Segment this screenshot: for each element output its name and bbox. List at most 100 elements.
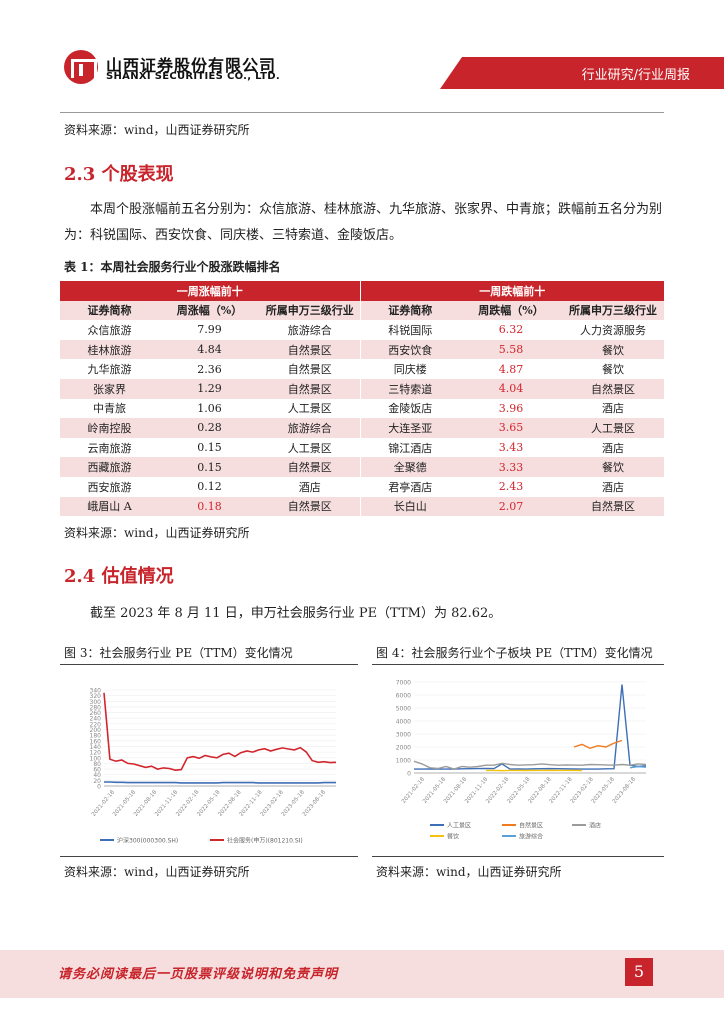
y-tick-label: 60: [93, 767, 101, 774]
table-cell: 长白山: [359, 496, 460, 517]
table-cell: 大连圣亚: [359, 418, 460, 438]
table-cell: 九华旅游: [60, 359, 159, 379]
y-tick-label: 2000: [396, 745, 411, 752]
table-cell: 西安旅游: [60, 476, 159, 497]
table-cell: 餐饮: [562, 359, 664, 379]
table-cell: 酒店: [562, 476, 664, 497]
y-tick-label: 260: [90, 710, 102, 717]
y-tick-label: 7000: [396, 680, 411, 687]
table-row: 九华旅游 2.36 自然景区 同庆楼 4.87 餐饮: [60, 359, 664, 379]
table-cell: 酒店: [260, 476, 360, 497]
y-tick-label: 1000: [396, 758, 411, 765]
figure-3-top-rule: [60, 664, 358, 665]
y-tick-label: 0: [407, 771, 411, 778]
table-row: 张家界 1.29 自然景区 三特索道 4.04 自然景区: [60, 378, 664, 399]
section-2-3-title: 2.3 个股表现: [64, 164, 174, 185]
table-row: 西安旅游 0.12 酒店 君亭酒店 2.43 酒店: [60, 476, 664, 497]
y-tick-label: 160: [90, 738, 102, 745]
table-cell: 张家界: [60, 378, 159, 399]
table-source-note: 资料来源：wind，山西证券研究所: [64, 526, 250, 540]
table-row: 西藏旅游 0.15 自然景区 全聚德 3.33 餐饮: [60, 457, 664, 477]
table-cell: 自然景区: [260, 496, 360, 517]
table-cell: 0.15: [159, 457, 260, 477]
figure-3-source-note: 资料来源：wind，山西证券研究所: [64, 865, 250, 879]
table-cell: 西安饮食: [359, 339, 460, 360]
top-source-note: 资料来源：wind，山西证券研究所: [64, 123, 250, 137]
table-cell: 同庆楼: [359, 359, 460, 379]
table-cell: 1.06: [159, 398, 260, 419]
y-tick-label: 3000: [396, 732, 411, 739]
table-cell: 旅游综合: [260, 418, 360, 438]
table-cell: 三特索道: [359, 378, 460, 399]
y-tick-label: 6000: [396, 693, 411, 700]
series-line: [629, 765, 647, 769]
table-cell: 云南旅游: [60, 437, 159, 458]
table-cell: 君亭酒店: [359, 476, 460, 497]
column-header: 证券简称: [60, 300, 159, 321]
table-cell: 餐饮: [562, 339, 664, 360]
group-header-up: 一周涨幅前十: [60, 281, 360, 301]
table-1-title: 表 1：本周社会服务行业个股涨跌幅排名: [64, 260, 281, 274]
legend-label: 酒店: [589, 822, 601, 830]
series-line: [414, 684, 647, 770]
table-cell: 6.32: [460, 320, 562, 340]
y-tick-label: 4000: [396, 719, 411, 726]
table-cell: 4.87: [460, 359, 562, 379]
legend-label: 沪深300(000300.SH): [117, 837, 178, 845]
y-tick-label: 180: [90, 733, 102, 740]
table-cell: 餐饮: [562, 457, 664, 477]
y-tick-label: 40: [93, 772, 101, 779]
figure-4-title: 图 4：社会服务行业个子板块 PE（TTM）变化情况: [376, 646, 653, 660]
series-line: [103, 692, 337, 772]
group-header-down: 一周跌幅前十: [359, 281, 664, 301]
figure-4-source-note: 资料来源：wind，山西证券研究所: [376, 865, 562, 879]
table-cell: 自然景区: [260, 457, 360, 477]
column-header: 周跌幅（%）: [460, 300, 562, 321]
table-cell: 0.28: [159, 418, 260, 438]
table-cell: 酒店: [562, 437, 664, 458]
y-tick-label: 300: [90, 699, 102, 706]
section-2-4-title: 2.4 估值情况: [64, 566, 174, 587]
table-cell: 岭南控股: [60, 418, 159, 438]
y-tick-label: 240: [90, 716, 102, 723]
table-cell: 3.43: [460, 437, 562, 458]
table-row: 桂林旅游 4.84 自然景区 西安饮食 5.58 餐饮: [60, 339, 664, 360]
y-tick-label: 280: [90, 704, 102, 711]
figure-4-chart: 700060005000400030002000100002021-02-182…: [396, 680, 647, 841]
page-number: 5: [625, 958, 653, 986]
table-cell: 2.43: [460, 476, 562, 497]
footer-band: [0, 950, 724, 998]
section-2-3-paragraph: 本周个股涨幅前五名分别为：众信旅游、桂林旅游、九华旅游、张家界、中青旅；跌幅前五…: [64, 202, 663, 243]
series-line: [104, 781, 336, 784]
report-category: 行业研究/行业周报: [581, 68, 690, 83]
table-cell: 锦江酒店: [359, 437, 460, 458]
figure-3-bottom-rule: [60, 856, 358, 857]
table-cell: 人工景区: [260, 398, 360, 419]
table-cell: 旅游综合: [260, 320, 360, 340]
table-cell: 中青旅: [60, 398, 159, 419]
legend-label: 餐饮: [447, 833, 459, 841]
table-cell: 人工景区: [562, 418, 664, 438]
figure-4-bottom-rule: [372, 856, 664, 857]
table-cell: 自然景区: [260, 378, 360, 399]
table-cell: 1.29: [159, 378, 260, 399]
y-tick-label: 5000: [396, 706, 411, 713]
column-header: 证券简称: [359, 300, 460, 321]
table-cell: 4.84: [159, 339, 260, 360]
table-cell: 3.96: [460, 398, 562, 419]
table-cell: 金陵饭店: [359, 398, 460, 419]
y-tick-label: 120: [90, 750, 102, 757]
table-row: 岭南控股 0.28 旅游综合 大连圣亚 3.65 人工景区: [60, 418, 664, 438]
legend-label: 自然景区: [519, 822, 543, 830]
figure-3-title: 图 3：社会服务行业 PE（TTM）变化情况: [64, 646, 293, 660]
table-cell: 西藏旅游: [60, 457, 159, 477]
table-cell: 人工景区: [260, 437, 360, 458]
company-name-cn: 山西证券股份有限公司: [106, 56, 277, 75]
figure-3-chart: 3403203002802602402202001801601401201008…: [90, 688, 337, 845]
table-row: 中青旅 1.06 人工景区 金陵饭店 3.96 酒店: [60, 398, 664, 419]
table-cell: 3.65: [460, 418, 562, 438]
table-cell: 众信旅游: [60, 320, 159, 340]
table-cell: 科锐国际: [359, 320, 460, 340]
table-cell: 酒店: [562, 398, 664, 419]
series-line: [573, 739, 623, 750]
